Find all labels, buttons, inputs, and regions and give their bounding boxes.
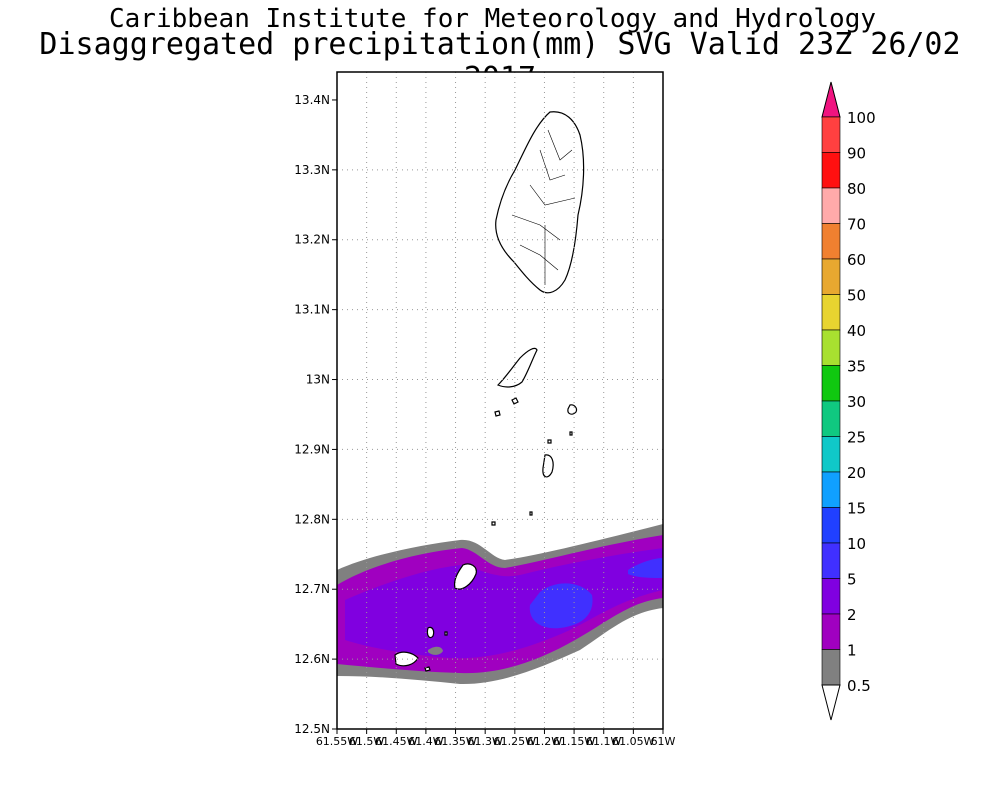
legend-label: 30 — [847, 393, 866, 411]
island-small-2 — [494, 410, 501, 417]
island-canouan — [453, 563, 477, 590]
island-small-1 — [511, 397, 519, 405]
island-mustique — [542, 454, 554, 478]
lon-tick-label: 61.35W — [434, 735, 476, 748]
legend-swatch — [821, 294, 841, 331]
islands — [394, 111, 585, 672]
island-bequia — [567, 404, 578, 415]
legend-top-triangle — [821, 81, 841, 118]
legend-label: 60 — [847, 251, 866, 269]
latitude-axis: 13.4N 13.3N 13.2N 13.1N 13N 12.9N 12.8N 12.7N 12… — [294, 93, 337, 736]
product-title: Disaggregated precipitation(mm) SVG Vali… — [39, 27, 961, 96]
legend-swatch — [821, 578, 841, 615]
legend-swatch — [821, 613, 841, 650]
legend-label: 40 — [847, 322, 866, 340]
lon-tick-label: 61.25W — [494, 735, 536, 748]
lon-tick-label: 61.45W — [375, 735, 417, 748]
lat-tick-label: 13N — [306, 373, 330, 387]
legend-swatch — [821, 116, 841, 153]
map-frame-border — [336, 71, 664, 730]
lon-tick-label: 61.55W — [316, 735, 358, 748]
lon-tick-label: 61.05W — [612, 735, 654, 748]
island-carriacou — [426, 626, 435, 639]
lat-tick-label: 12.7N — [294, 582, 330, 596]
island-petite-martinique — [394, 651, 419, 667]
island-small-8 — [444, 631, 448, 636]
island-small-3 — [491, 521, 496, 526]
legend-swatch — [821, 471, 841, 508]
lon-tick-label: 61.15W — [553, 735, 595, 748]
island-saint-vincent-north — [496, 347, 538, 388]
legend-label: 20 — [847, 464, 866, 482]
lat-tick-label: 13.3N — [294, 163, 330, 177]
legend-swatch — [821, 400, 841, 437]
precip-band-0-5-spot — [428, 646, 443, 655]
lon-tick-label: 61.5W — [349, 735, 384, 748]
legend-label: 0.5 — [847, 677, 871, 695]
legend-label: 15 — [847, 500, 866, 518]
lon-tick-label: 61.4W — [408, 735, 443, 748]
legend-label: 35 — [847, 358, 866, 376]
legend-swatch — [821, 436, 841, 473]
precipitation-field — [337, 524, 663, 685]
legend-label: 70 — [847, 216, 866, 234]
legend-label: 1 — [847, 642, 857, 660]
legend-swatch — [821, 329, 841, 366]
lon-tick-label: 61.1W — [586, 735, 621, 748]
legend-label: 90 — [847, 145, 866, 163]
longitude-axis: 61.55W61.5W61.45W61.4W61.35W61.3W61.25W6… — [316, 729, 676, 748]
lat-tick-label: 13.4N — [294, 93, 330, 107]
legend-label: 10 — [847, 535, 866, 553]
lat-tick-label: 13.1N — [294, 303, 330, 317]
legend-label: 100 — [847, 109, 876, 127]
island-small-6 — [547, 439, 552, 444]
legend-label: 25 — [847, 429, 866, 447]
lon-tick-label: 61W — [651, 735, 676, 748]
lat-tick-label: 12.8N — [294, 512, 330, 526]
lat-tick-label: 12.5N — [294, 722, 330, 736]
precip-band-5-east — [529, 583, 593, 629]
legend-label: 5 — [847, 571, 857, 589]
lat-tick-label: 12.9N — [294, 442, 330, 456]
island-saint-lucia — [495, 111, 585, 294]
lat-tick-label: 13.2N — [294, 233, 330, 247]
precip-band-2 — [345, 548, 663, 659]
legend-swatch — [821, 258, 841, 295]
legend-swatch — [821, 365, 841, 402]
legend-swatch — [821, 152, 841, 189]
legend-label: 50 — [847, 287, 866, 305]
legend-label: 2 — [847, 606, 857, 624]
lon-tick-label: 61.3W — [467, 735, 502, 748]
lat-tick-label: 12.6N — [294, 652, 330, 666]
island-small-4 — [529, 511, 533, 516]
legend-swatch — [821, 507, 841, 544]
legend-swatch — [821, 542, 841, 579]
institution-title: Caribbean Institute for Meteorology and … — [108, 4, 876, 34]
legend-swatch — [821, 649, 841, 686]
legend-swatch — [821, 187, 841, 224]
island-saint-lucia-rivers — [511, 129, 576, 285]
island-small-5 — [569, 431, 573, 436]
lon-tick-label: 61.2W — [527, 735, 562, 748]
legend-swatch — [821, 223, 841, 260]
legend-bottom-triangle — [821, 684, 841, 721]
legend-label: 80 — [847, 180, 866, 198]
legend-colorbar: 100 90 80 70 60 50 40 35 30 25 20 15 10 5 2 1 0.5 — [821, 81, 876, 721]
precip-band-5-edge — [628, 558, 663, 578]
